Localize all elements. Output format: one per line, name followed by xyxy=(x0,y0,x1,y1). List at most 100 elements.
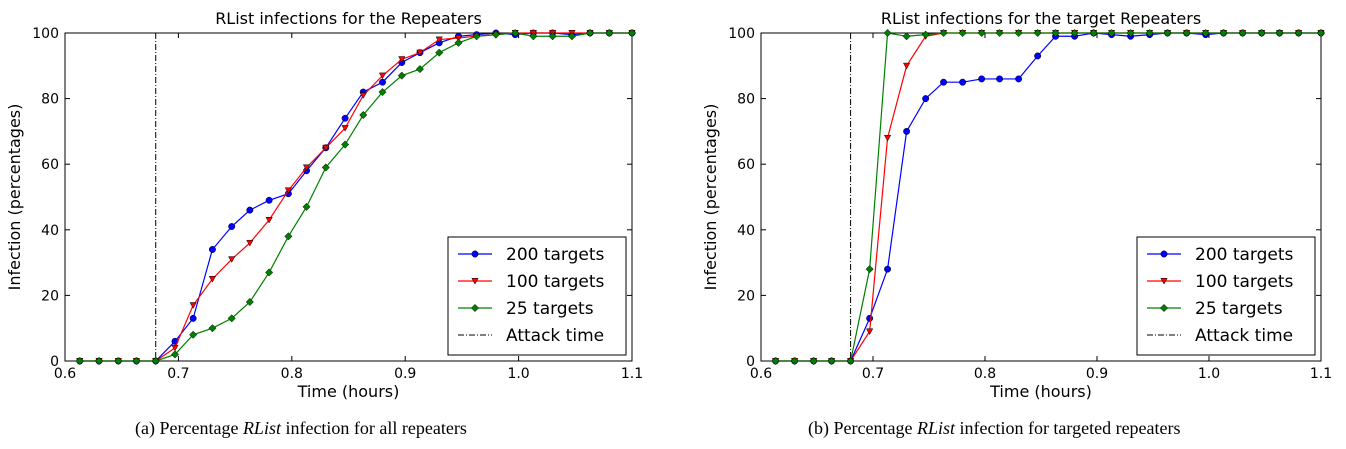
data-point xyxy=(265,196,273,204)
caption-a-suffix: infection for all repeaters xyxy=(280,418,467,438)
data-point xyxy=(1201,28,1210,38)
data-point xyxy=(1070,28,1079,38)
caption-a-emph: RList xyxy=(242,418,281,438)
data-point xyxy=(491,30,500,39)
data-point xyxy=(302,164,311,172)
legend-label: 200 targets xyxy=(1195,245,1294,265)
data-point xyxy=(228,223,236,230)
data-point xyxy=(790,356,799,366)
chart-title: RList infections for the target Repeater… xyxy=(881,9,1201,28)
data-point xyxy=(189,314,197,322)
data-point xyxy=(379,78,386,86)
caption-b-emph: RList xyxy=(916,418,955,438)
data-point xyxy=(171,344,179,352)
data-point xyxy=(189,302,197,309)
caption-b-prefix: (b) Percentage xyxy=(808,418,917,438)
data-point xyxy=(902,32,911,41)
data-point xyxy=(416,49,424,57)
legend: 200 targets 100 targets 25 targets Attack t… xyxy=(1136,236,1316,356)
data-point xyxy=(208,246,216,253)
legend: 200 targets 100 targets 25 targets Attack t… xyxy=(447,236,627,356)
y-tick-label: 20 xyxy=(737,288,755,304)
data-point xyxy=(151,356,160,366)
chart-panel-1: RList infections for the target Repeater… xyxy=(701,9,1332,401)
x-axis-label: Time (hours) xyxy=(297,382,400,401)
data-point xyxy=(227,314,236,323)
chart-title: RList infections for the Repeaters xyxy=(215,9,482,28)
data-point xyxy=(265,216,273,224)
x-axis-label: Time (hours) xyxy=(989,382,1092,401)
data-point xyxy=(1145,28,1154,38)
legend-marker xyxy=(1160,250,1168,258)
data-point xyxy=(284,187,293,194)
data-point xyxy=(940,78,948,86)
x-tick-label: 1.1 xyxy=(621,366,643,382)
legend-label: 100 targets xyxy=(1195,272,1294,292)
data-point xyxy=(846,356,855,366)
y-tick-label: 80 xyxy=(41,92,59,108)
data-point xyxy=(1182,28,1191,38)
legend-label: 25 targets xyxy=(1195,299,1283,319)
chart-panel-0: RList infections for the Repeaters 0.6 0.7… xyxy=(5,9,643,401)
data-point xyxy=(1219,28,1228,38)
data-point xyxy=(321,163,330,172)
data-point xyxy=(284,232,293,241)
y-tick-label: 60 xyxy=(41,157,59,173)
data-point xyxy=(866,328,874,336)
data-point xyxy=(996,75,1004,83)
data-point xyxy=(94,356,104,366)
data-point xyxy=(341,140,350,149)
data-point xyxy=(1089,28,1098,38)
data-point xyxy=(1107,28,1116,38)
data-point xyxy=(866,314,874,322)
data-point xyxy=(472,32,481,41)
data-point xyxy=(605,28,614,38)
data-point xyxy=(809,356,818,366)
data-point xyxy=(1126,28,1135,38)
caption-b: (b) Percentage RList infection for targe… xyxy=(808,418,1181,439)
data-point xyxy=(903,127,911,135)
data-point xyxy=(958,28,967,38)
data-point xyxy=(1163,28,1172,38)
data-point xyxy=(246,239,254,247)
y-tick-label: 40 xyxy=(41,223,59,239)
x-tick-label: 0.6 xyxy=(54,366,76,382)
data-point xyxy=(884,265,892,273)
x-tick-label: 0.9 xyxy=(394,366,416,382)
data-point xyxy=(208,324,217,333)
legend-label: Attack time xyxy=(1195,326,1293,346)
data-point xyxy=(883,28,892,38)
data-point xyxy=(170,350,180,359)
x-tick-label: 0.8 xyxy=(281,366,303,382)
x-tick-label: 0.6 xyxy=(750,366,772,382)
data-point xyxy=(1034,52,1042,60)
legend-marker xyxy=(470,303,480,313)
data-point xyxy=(397,71,406,80)
data-point xyxy=(435,36,443,44)
data-point xyxy=(246,206,254,214)
data-point xyxy=(978,75,986,83)
data-point xyxy=(1014,28,1023,38)
caption-b-suffix: infection for targeted repeaters xyxy=(954,418,1181,438)
x-tick-label: 1.1 xyxy=(1310,366,1332,382)
legend-marker xyxy=(1160,278,1168,285)
data-point xyxy=(322,144,330,152)
data-point xyxy=(1238,28,1247,38)
data-point xyxy=(1294,28,1303,38)
data-point xyxy=(567,32,576,41)
data-point xyxy=(454,38,463,47)
data-point xyxy=(1051,28,1060,38)
data-point xyxy=(208,276,217,283)
caption-a: (a) Percentage RList infection for all r… xyxy=(135,418,467,439)
y-axis-label: Infection (percentages) xyxy=(5,104,24,291)
legend-label: Attack time xyxy=(506,326,604,346)
data-point xyxy=(1033,28,1042,38)
data-point xyxy=(922,95,930,103)
data-point xyxy=(902,62,911,70)
legend-marker xyxy=(471,278,479,285)
data-point xyxy=(132,356,141,366)
data-point xyxy=(865,265,874,274)
data-point xyxy=(415,65,424,74)
legend-box xyxy=(1136,236,1316,356)
data-point xyxy=(977,28,986,38)
